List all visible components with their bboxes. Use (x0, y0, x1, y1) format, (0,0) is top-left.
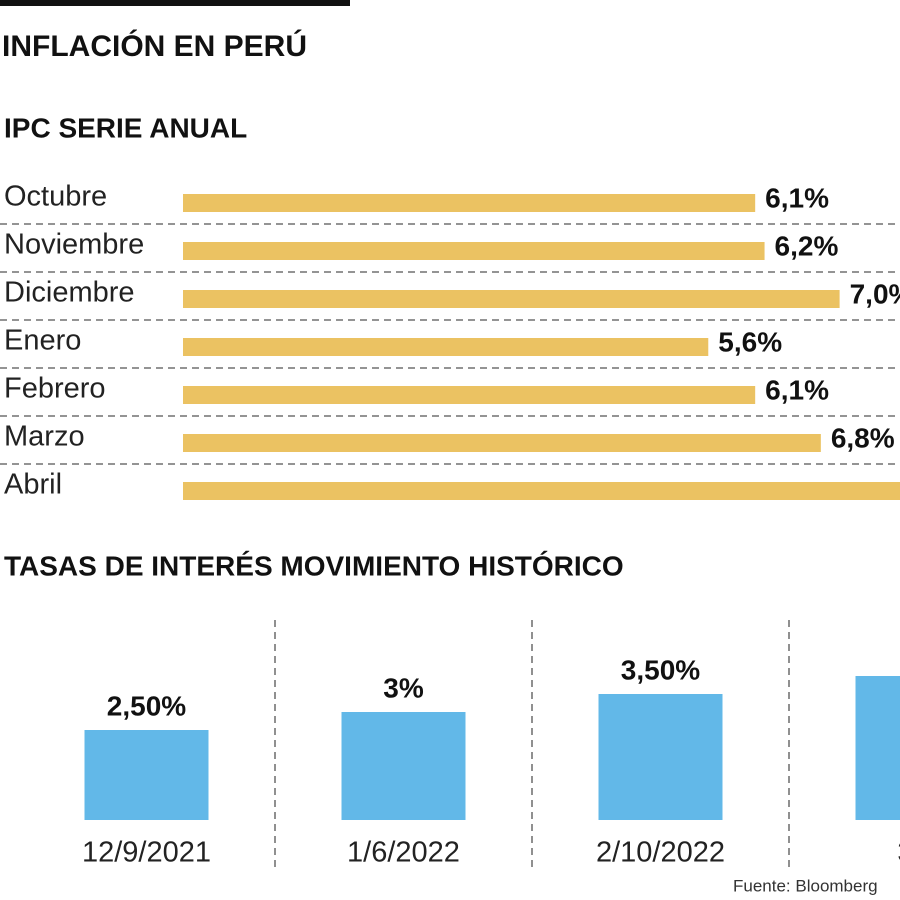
bar (183, 290, 840, 308)
bar (84, 730, 209, 820)
value-label: 5,6% (718, 326, 782, 357)
bar (598, 694, 723, 820)
bar (183, 386, 756, 404)
main-title: INFLACIÓN EN PERÚ (2, 29, 307, 63)
category-label: Noviembre (4, 229, 144, 261)
bar (341, 712, 466, 820)
bar (183, 338, 709, 356)
chart-title: IPC SERIE ANUAL (4, 112, 247, 143)
value-label: 6,2% (775, 230, 839, 261)
value-label: 6,8% (831, 422, 895, 453)
category-label: Abril (4, 469, 62, 501)
category-label: Enero (4, 325, 81, 357)
category-label: 3/1 (897, 837, 900, 869)
top-rule (0, 0, 350, 6)
chart-title: TASAS DE INTERÉS MOVIMIENTO HISTÓRICO (4, 550, 624, 581)
bar (183, 482, 900, 500)
value-label: 6,1% (765, 374, 829, 405)
value-label: 7,0% (850, 278, 900, 309)
bar (183, 194, 756, 212)
bar (183, 242, 765, 260)
category-label: 2/10/2022 (596, 837, 725, 869)
category-label: Octubre (4, 181, 107, 213)
category-label: Marzo (4, 421, 85, 453)
source: Fuente: Bloomberg (733, 876, 878, 895)
category-label: Diciembre (4, 277, 135, 309)
value-label: 2,50% (107, 690, 186, 721)
value-label: 3% (383, 672, 424, 703)
category-label: Febrero (4, 373, 106, 405)
category-label: 1/6/2022 (347, 837, 460, 869)
category-label: 12/9/2021 (82, 837, 211, 869)
value-label: 3,50% (621, 654, 700, 685)
bar (183, 434, 821, 452)
bar (855, 676, 900, 820)
value-label: 6,1% (765, 182, 829, 213)
